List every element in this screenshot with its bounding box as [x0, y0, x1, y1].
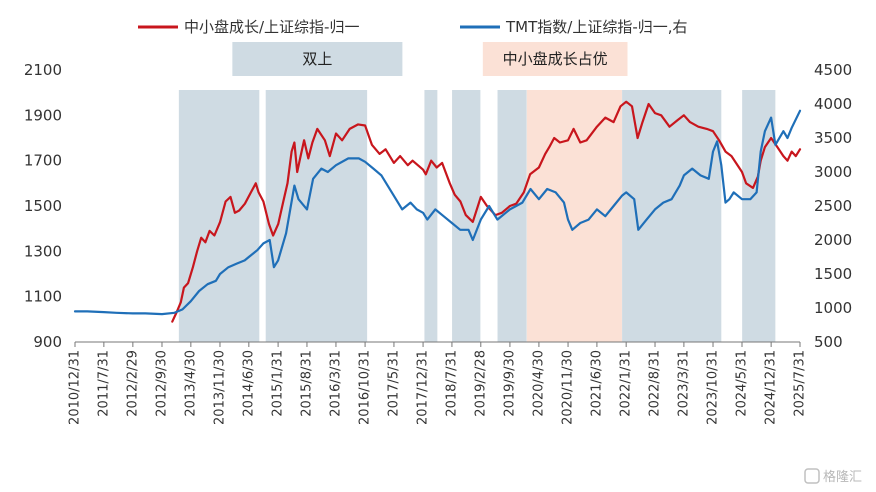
- x-axis-tick-label: 2018/7/31: [444, 350, 459, 417]
- x-axis-tick-label: 2023/10/31: [706, 350, 721, 425]
- x-axis: 2010/12/31 2011/7/31 2012/2/29 2012/9/30 201…: [68, 341, 808, 425]
- x-axis-tick-label: 2017/5/31: [386, 350, 401, 417]
- watermark-logo-icon: [804, 468, 820, 484]
- x-axis-tick-label: 2014/6/30: [241, 350, 256, 417]
- region-label-box-1: [232, 42, 403, 76]
- right-axis-tick-label: 2500: [814, 197, 852, 215]
- x-axis-tick-label: 2011/7/31: [96, 350, 111, 417]
- shaded-region-1: [178, 90, 260, 342]
- x-axis-tick-label: 2022/8/31: [648, 350, 663, 417]
- x-axis-tick-label: 2024/5/31: [735, 350, 750, 417]
- x-axis-tick-label: 2020/11/30: [561, 350, 576, 425]
- right-axis-tick-label: 3000: [814, 163, 852, 181]
- left-axis-tick-label: 1100: [24, 288, 62, 306]
- x-axis-tick-label: 2012/2/29: [125, 350, 140, 417]
- watermark-text: 格隆汇: [823, 469, 862, 485]
- x-axis-tick-label: 2016/3/31: [329, 350, 344, 417]
- legend: 中小盘成长/上证综指-归一 TMT指数/上证综指-归一,右: [138, 18, 688, 36]
- right-axis-tick-label: 4000: [814, 95, 852, 113]
- x-axis-tick-label: 2010/12/31: [68, 350, 83, 425]
- shaded-region-6: [526, 90, 622, 342]
- x-axis-tick-label: 2012/9/30: [155, 350, 170, 417]
- left-axis-tick-label: 1900: [24, 106, 62, 124]
- legend-label-series-1: 中小盘成长/上证综指-归一: [184, 18, 359, 36]
- series-lines: [73, 100, 802, 323]
- right-axis-tick-label: 1500: [814, 265, 852, 283]
- x-axis-tick-label: 2015/8/31: [300, 350, 315, 417]
- shaded-regions: [178, 90, 776, 342]
- left-axis-tick-label: 1700: [24, 152, 62, 170]
- left-axis-ticks: 900 1100 1300 1500 1700 1900 2100: [24, 61, 62, 351]
- x-axis-tick-label: 2024/12/31: [764, 350, 779, 425]
- shaded-region-8: [742, 90, 776, 342]
- region-label-box-2: [482, 42, 628, 76]
- x-axis-tick-label: 2013/4/30: [183, 350, 198, 417]
- x-axis-tick-label: 2021/6/30: [589, 350, 604, 417]
- left-axis-tick-label: 2100: [24, 61, 62, 79]
- left-axis-tick-label: 1300: [24, 242, 62, 260]
- x-axis-tick-label: 2025/7/31: [793, 350, 808, 417]
- region-label-text-2: 中小盘成长占优: [503, 50, 608, 68]
- series-line-2: [73, 109, 802, 316]
- x-axis-tick-label: 2013/11/30: [213, 350, 228, 425]
- right-axis-ticks: 500 1000 1500 2000 2500 3000 3500 4000 4500: [814, 61, 852, 351]
- right-axis-tick-label: 4500: [814, 61, 852, 79]
- x-axis-tick-label: 2019/2/28: [473, 350, 488, 417]
- x-axis-tick-label: 2020/4/30: [531, 350, 546, 417]
- left-axis-tick-label: 900: [33, 333, 62, 351]
- x-axis-tick-label: 2015/1/31: [271, 350, 286, 417]
- right-axis-tick-label: 3500: [814, 129, 852, 147]
- x-axis-tick-label: 2019/9/30: [502, 350, 517, 417]
- legend-label-series-2: TMT指数/上证综指-归一,右: [505, 18, 688, 36]
- x-axis-tick-label: 2016/10/31: [358, 350, 373, 425]
- region-label-text-1: 双上: [302, 50, 332, 68]
- right-axis-tick-label: 2000: [814, 231, 852, 249]
- x-axis-tick-label: 2017/12/31: [416, 350, 431, 425]
- series-line-1: [171, 100, 802, 323]
- x-axis-tick-label: 2022/1/31: [619, 350, 634, 417]
- region-labels: 双上 中小盘成长占优: [232, 42, 628, 76]
- right-axis-tick-label: 1000: [814, 299, 852, 317]
- left-axis-tick-label: 1500: [24, 197, 62, 215]
- x-axis-tick-label: 2023/3/31: [676, 350, 691, 417]
- watermark: 格隆汇: [804, 468, 862, 485]
- right-axis-tick-label: 500: [814, 333, 843, 351]
